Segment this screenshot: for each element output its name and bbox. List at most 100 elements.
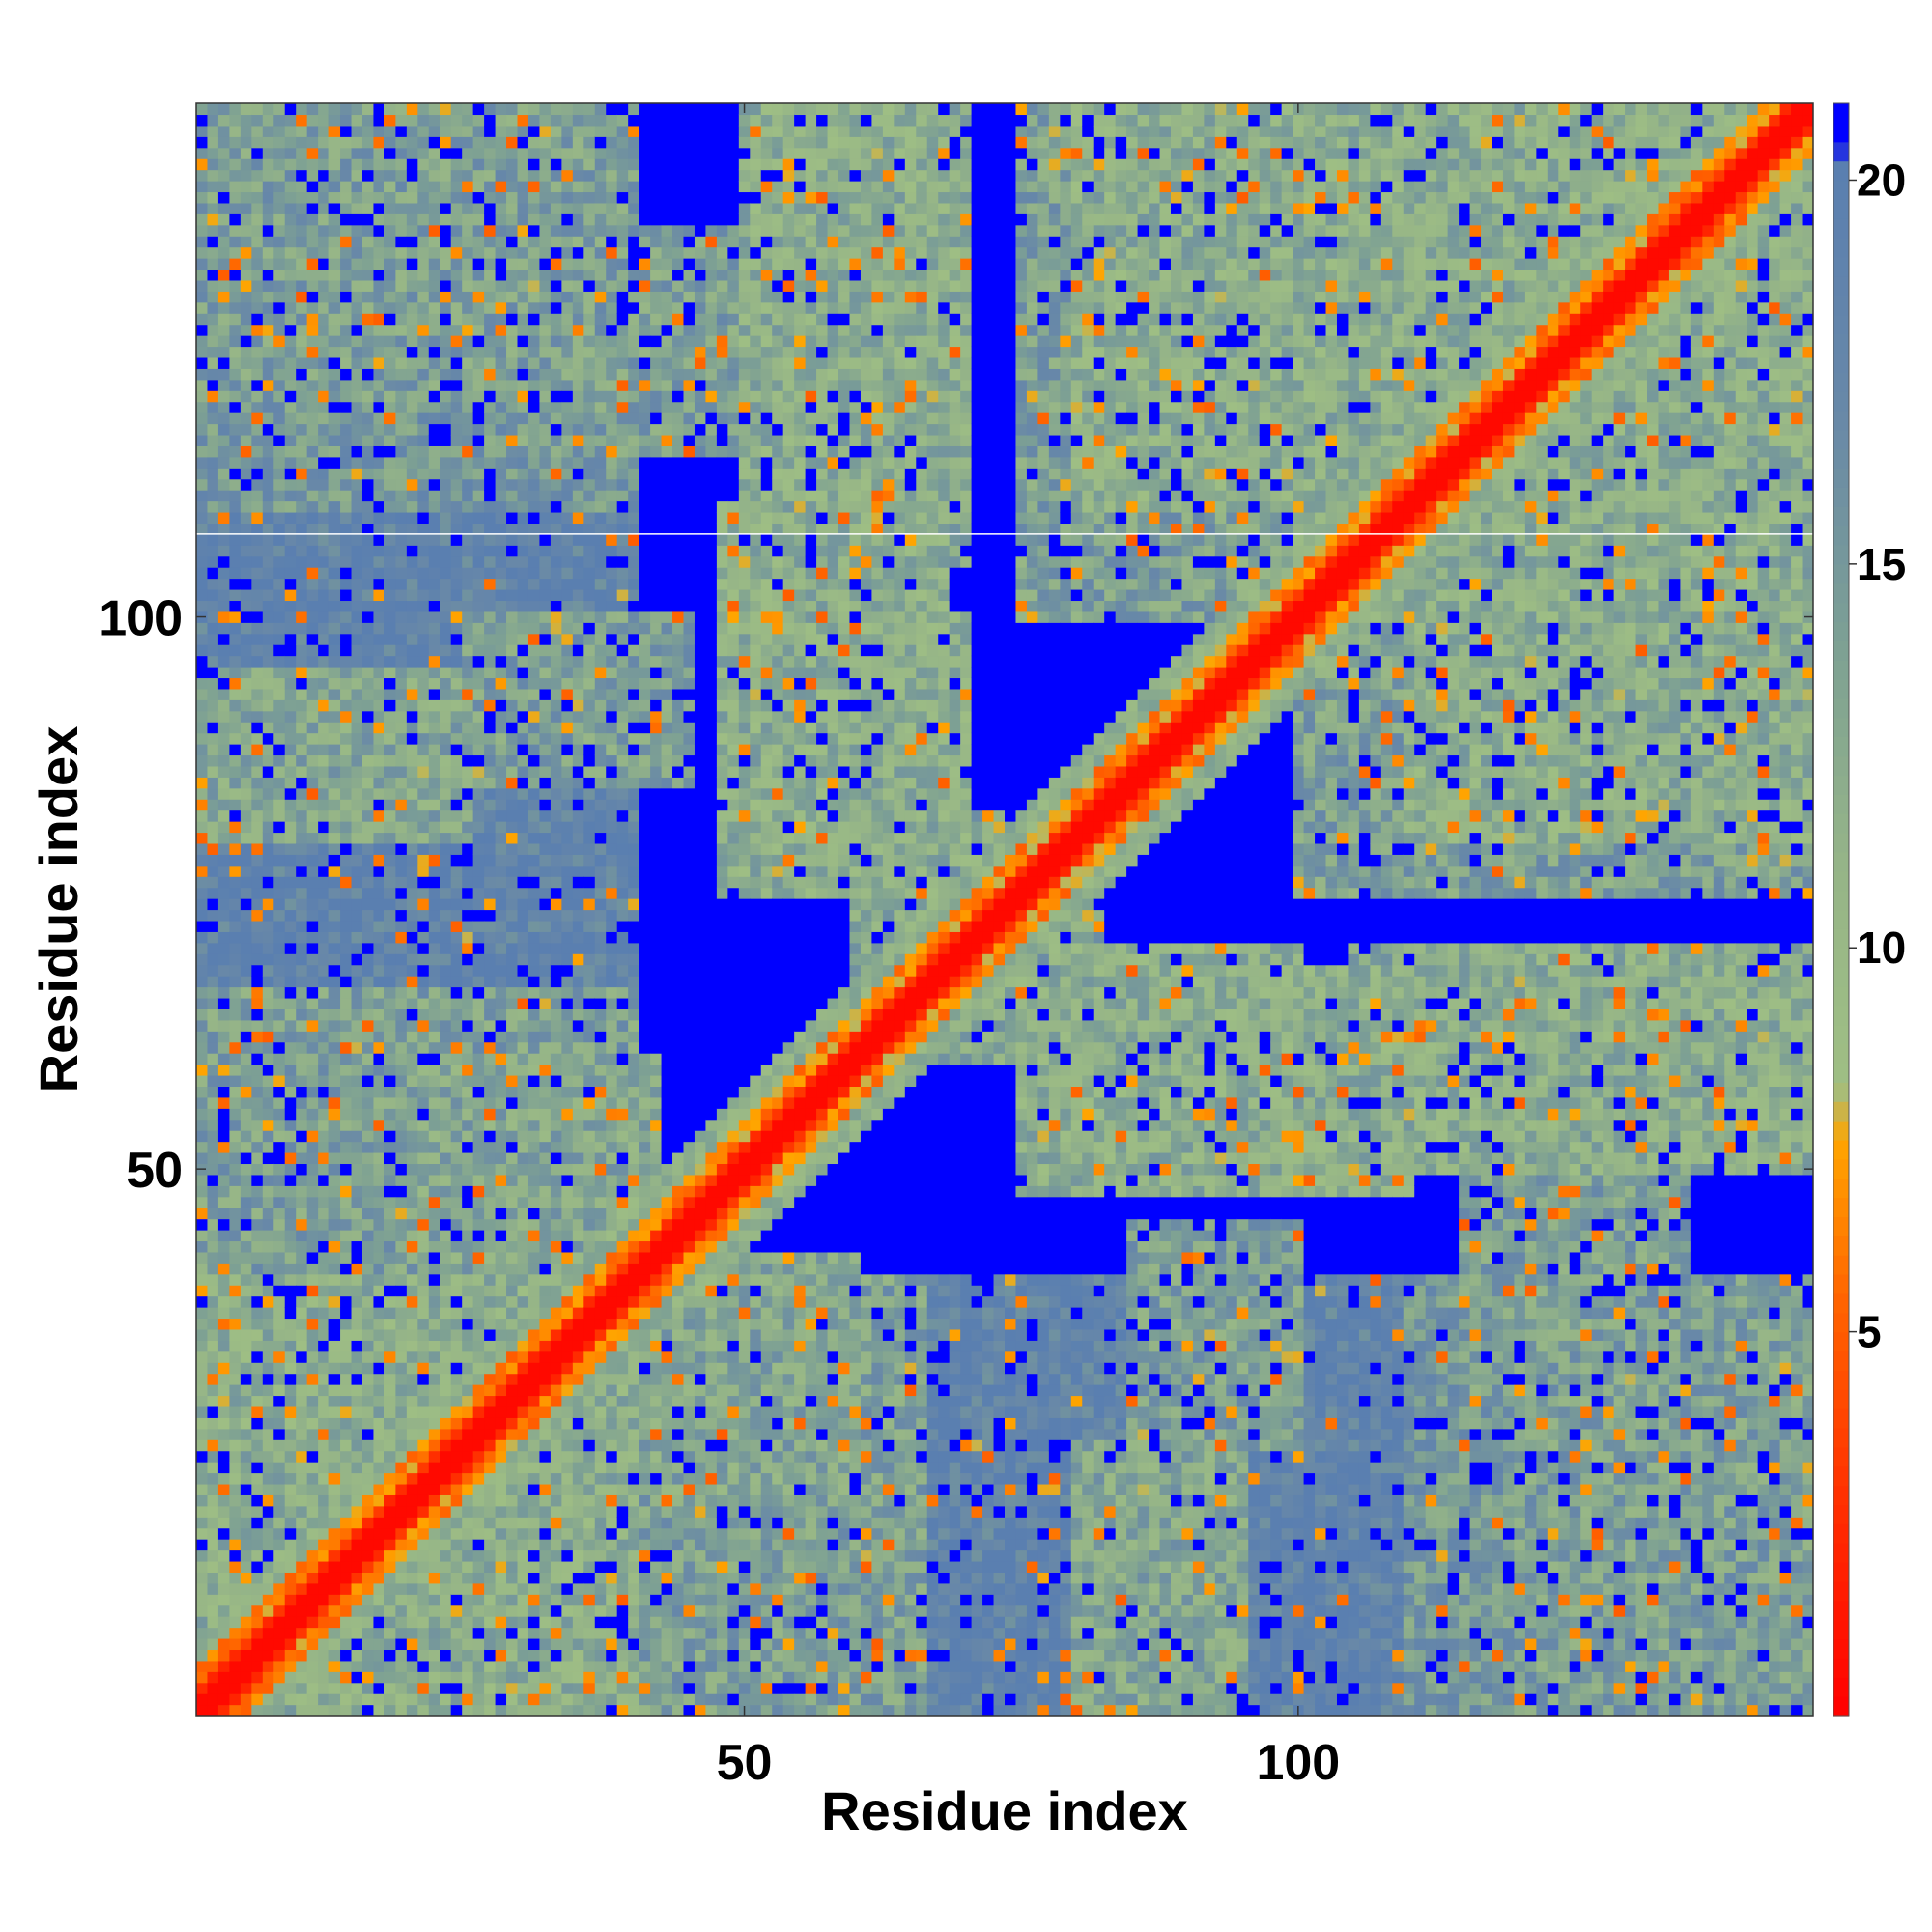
heatmap-cell xyxy=(518,699,529,711)
heatmap-cell xyxy=(285,943,297,954)
heatmap-cell xyxy=(218,1031,230,1042)
heatmap-cell xyxy=(429,1318,440,1329)
heatmap-cell xyxy=(352,634,363,645)
heatmap-cell xyxy=(518,1506,529,1518)
heatmap-cell xyxy=(573,1605,584,1617)
heatmap-cell xyxy=(528,567,540,579)
heatmap-cell xyxy=(296,1097,307,1109)
heatmap-cell xyxy=(352,1208,363,1219)
heatmap-cell xyxy=(340,667,352,678)
heatmap-cell xyxy=(285,380,297,391)
heatmap-cell xyxy=(318,1583,329,1595)
heatmap-cell xyxy=(429,148,440,159)
heatmap-cell xyxy=(496,424,507,436)
heatmap-cell xyxy=(429,534,440,546)
heatmap-cell xyxy=(473,1263,485,1274)
heatmap-cell xyxy=(417,1252,429,1264)
heatmap-cell xyxy=(207,346,218,357)
heatmap-cell xyxy=(440,921,451,932)
heatmap-cell xyxy=(462,269,473,280)
heatmap-cell xyxy=(451,611,463,623)
heatmap-cell xyxy=(407,567,418,579)
heatmap-cell xyxy=(296,866,307,877)
heatmap-cell xyxy=(318,203,329,214)
heatmap-cell xyxy=(362,1097,374,1109)
heatmap-cell xyxy=(263,1086,274,1097)
heatmap-cell xyxy=(496,191,507,203)
heatmap-cell xyxy=(362,722,374,733)
heatmap-cell xyxy=(417,191,429,203)
heatmap-cell xyxy=(429,1649,440,1661)
heatmap-cell xyxy=(462,1108,473,1120)
heatmap-cell xyxy=(352,1439,363,1451)
heatmap-cell xyxy=(273,987,285,999)
heatmap-cell xyxy=(384,213,396,225)
heatmap-cell xyxy=(462,457,473,469)
heatmap-cell xyxy=(539,1163,551,1175)
heatmap-cell xyxy=(340,170,352,182)
heatmap-cell xyxy=(384,545,396,556)
heatmap-cell xyxy=(373,1130,384,1142)
heatmap-cell xyxy=(484,1374,496,1385)
heatmap-cell xyxy=(484,1152,496,1164)
heatmap-cell xyxy=(251,380,263,391)
heatmap-cell xyxy=(373,1042,384,1054)
heatmap-cell xyxy=(340,910,352,922)
heatmap-cell xyxy=(373,1649,384,1661)
heatmap-cell xyxy=(218,677,230,689)
heatmap-cell xyxy=(318,921,329,932)
heatmap-cell xyxy=(539,170,551,182)
heatmap-cell xyxy=(296,1108,307,1120)
heatmap-cell xyxy=(296,534,307,546)
heatmap-cell xyxy=(263,1296,274,1308)
heatmap-cell xyxy=(395,1649,407,1661)
heatmap-cell xyxy=(518,733,529,745)
heatmap-cell xyxy=(417,556,429,568)
heatmap-cell xyxy=(373,1572,384,1583)
heatmap-cell xyxy=(373,291,384,302)
heatmap-cell xyxy=(440,1671,451,1683)
heatmap-cell xyxy=(329,634,341,645)
heatmap-cell xyxy=(340,1528,352,1540)
heatmap-cell xyxy=(440,1329,451,1341)
heatmap-cell xyxy=(241,213,252,225)
heatmap-cell xyxy=(285,181,297,192)
heatmap-cell xyxy=(229,545,241,556)
heatmap-cell xyxy=(340,1484,352,1495)
heatmap-cell xyxy=(440,1439,451,1451)
heatmap-cell xyxy=(528,236,540,247)
heatmap-cell xyxy=(473,1451,485,1463)
heatmap-cell xyxy=(395,203,407,214)
heatmap-cell xyxy=(462,136,473,148)
heatmap-cell xyxy=(384,832,396,843)
heatmap-cell xyxy=(440,1374,451,1385)
heatmap-cell xyxy=(362,1683,374,1694)
heatmap-cell xyxy=(484,1583,496,1595)
heatmap-cell xyxy=(384,1374,396,1385)
heatmap-cell xyxy=(528,1065,540,1076)
heatmap-cell xyxy=(307,1638,319,1650)
heatmap-cell xyxy=(373,1484,384,1495)
heatmap-cell xyxy=(473,236,485,247)
heatmap-cell xyxy=(263,158,274,170)
heatmap-cell xyxy=(561,1263,573,1274)
heatmap-cell xyxy=(462,1075,473,1087)
heatmap-cell xyxy=(518,843,529,855)
heatmap-cell xyxy=(218,1163,230,1175)
heatmap-cell xyxy=(451,1362,463,1374)
heatmap-cell xyxy=(506,390,518,402)
heatmap-cell xyxy=(539,567,551,579)
heatmap-cell xyxy=(207,622,218,634)
heatmap-cell xyxy=(307,832,319,843)
heatmap-cell xyxy=(229,291,241,302)
heatmap-cell xyxy=(318,1528,329,1540)
heatmap-cell xyxy=(307,236,319,247)
heatmap-cell xyxy=(539,611,551,623)
heatmap-cell xyxy=(229,1638,241,1650)
heatmap-cell xyxy=(218,1285,230,1296)
heatmap-cell xyxy=(285,1208,297,1219)
heatmap-cell xyxy=(384,987,396,999)
heatmap-cell xyxy=(285,1252,297,1264)
heatmap-cell xyxy=(551,810,562,822)
heatmap-cell xyxy=(395,445,407,457)
